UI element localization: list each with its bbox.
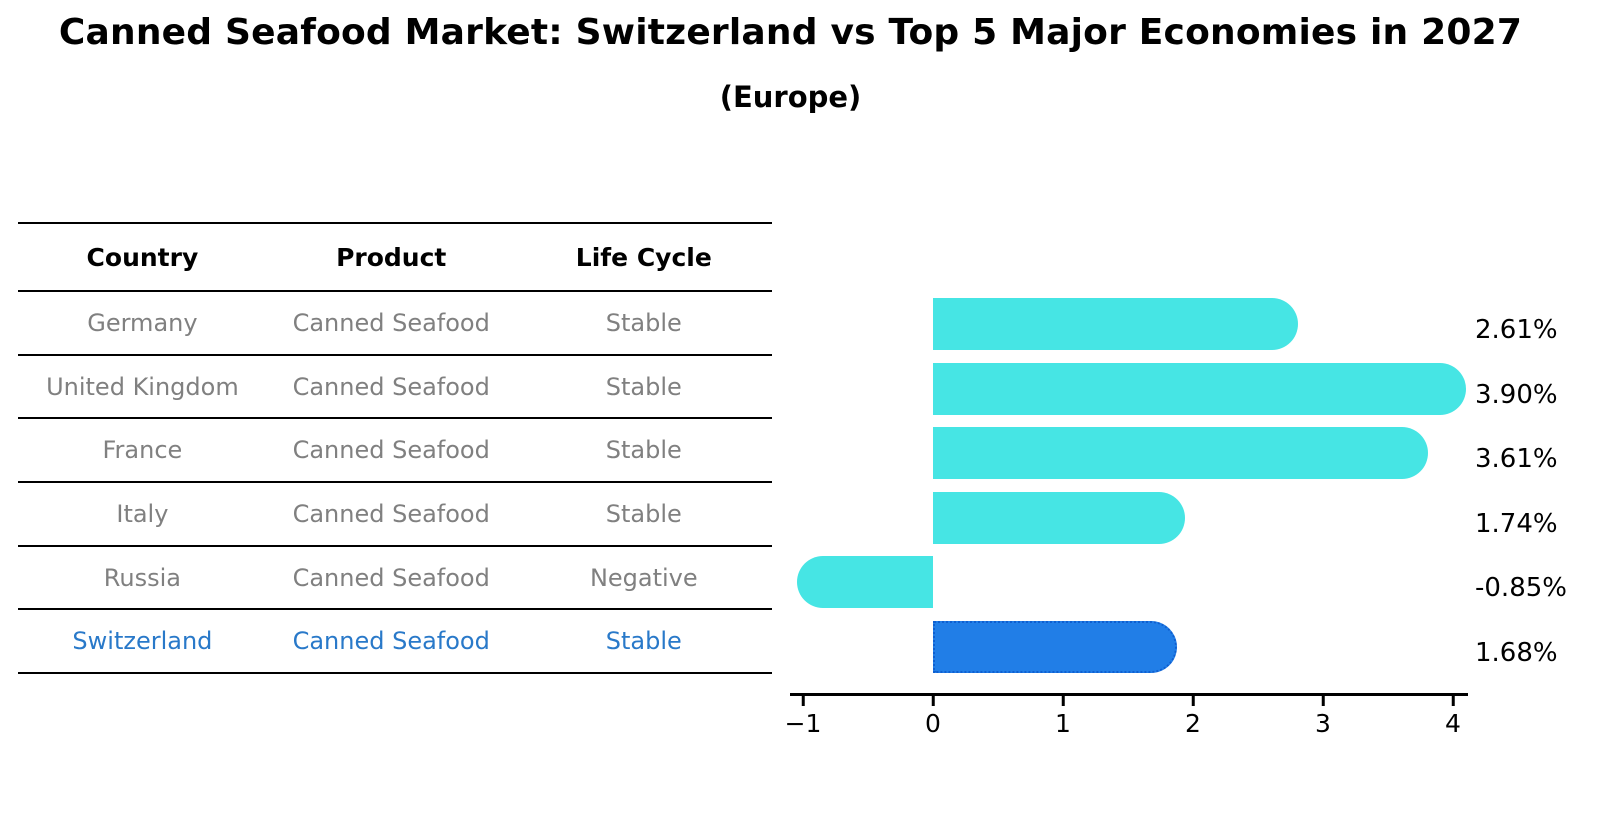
product-cell: Canned Seafood [292, 436, 490, 465]
table-row: Switzerland Canned Seafood Stable [18, 610, 772, 675]
x-axis-tick-label: 0 [925, 709, 941, 738]
country-cell: France [102, 436, 183, 465]
table-row: Germany Canned Seafood Stable [18, 292, 772, 356]
x-axis-tick [931, 693, 935, 706]
table-header-row: Country Product Life Cycle [18, 224, 772, 292]
value-label: 3.61% [1475, 444, 1558, 475]
x-axis-tick-label: −1 [784, 709, 822, 738]
highlight-bar [933, 621, 1178, 673]
x-axis-tick [1061, 693, 1065, 706]
x-axis-tick-label: 4 [1445, 709, 1461, 738]
bar [933, 427, 1429, 480]
bar [796, 556, 933, 609]
x-axis-tick-label: 2 [1185, 709, 1201, 738]
comparison-table: Country Product Life Cycle Germany Canned… [18, 222, 772, 675]
product-cell: Canned Seafood [292, 563, 490, 592]
x-axis-tick-label: 1 [1055, 709, 1071, 738]
table-row: France Canned Seafood Stable [18, 419, 772, 484]
table-row: Italy Canned Seafood Stable [18, 483, 772, 547]
x-axis-tick [1321, 693, 1325, 706]
lifecycle-cell: Stable [605, 436, 682, 465]
value-label: 2.61% [1475, 315, 1558, 345]
figure-subtitle: (Europe) [719, 80, 862, 114]
table-header-lifecycle: Life Cycle [575, 242, 712, 272]
x-axis-tick-label: 3 [1315, 709, 1331, 738]
table-row: United Kingdom Canned Seafood Stable [18, 356, 772, 420]
lifecycle-cell: Stable [605, 308, 682, 337]
bar [933, 491, 1186, 544]
x-axis-tick [1451, 693, 1455, 706]
table-header-product: Product [336, 242, 447, 272]
product-cell: Canned Seafood [292, 499, 490, 528]
lifecycle-cell: Stable [605, 372, 682, 401]
country-cell: Germany [87, 308, 198, 337]
figure-title: Canned Seafood Market: Switzerland vs To… [58, 12, 1523, 53]
lifecycle-cell: Stable [605, 499, 682, 528]
lifecycle-cell: Negative [589, 563, 698, 592]
table-row: Russia Canned Seafood Negative [18, 547, 772, 611]
table-header-country: Country [86, 242, 199, 272]
country-cell: Italy [116, 499, 169, 528]
bar [933, 362, 1466, 415]
country-cell: Switzerland [72, 627, 213, 656]
value-label: 3.90% [1475, 379, 1558, 410]
value-label: 1.74% [1475, 508, 1558, 539]
value-label: -0.85% [1475, 573, 1567, 604]
bar [933, 298, 1299, 350]
x-axis-tick [1191, 693, 1195, 706]
lifecycle-cell: Stable [605, 627, 682, 656]
x-axis-line [790, 693, 1468, 696]
country-cell: Russia [103, 563, 181, 592]
product-cell: Canned Seafood [292, 627, 490, 656]
x-axis-tick [801, 693, 805, 706]
bar-chart: 2.61% 3.90% 3.61% 1.74% -0.85% 1.68% −1 0 1 2 3 4 [770, 285, 1609, 755]
value-label: 1.68% [1475, 638, 1558, 668]
product-cell: Canned Seafood [292, 308, 490, 337]
product-cell: Canned Seafood [292, 372, 490, 401]
country-cell: United Kingdom [46, 372, 239, 401]
